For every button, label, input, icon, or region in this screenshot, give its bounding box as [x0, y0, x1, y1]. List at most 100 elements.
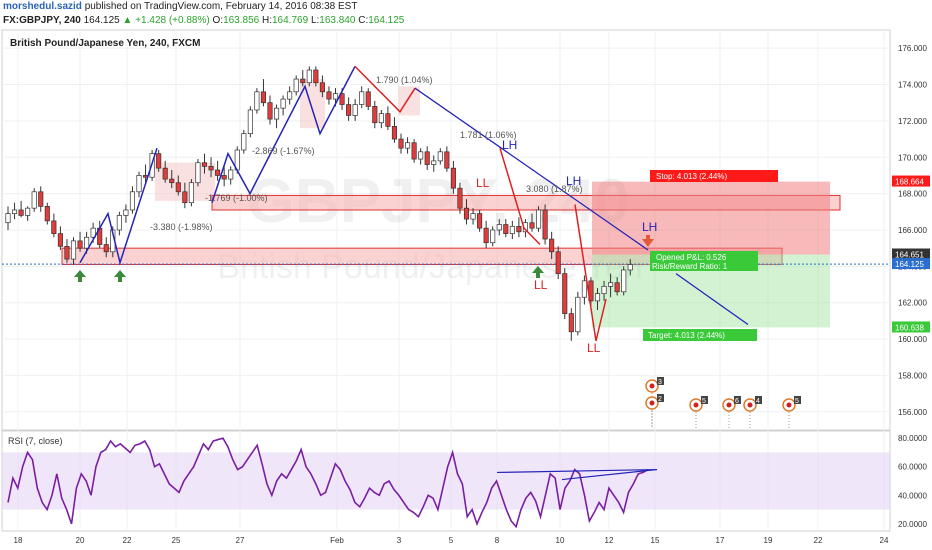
candle-down	[555, 251, 561, 274]
author-name[interactable]: morshedul.sazid	[3, 1, 82, 12]
candle-down	[221, 175, 227, 180]
swing-label: LH	[642, 220, 657, 234]
candle-down	[339, 93, 345, 105]
price-tag-bg	[892, 321, 930, 333]
candle-up	[575, 296, 581, 333]
price-change: ▲ +1.428 (+0.88%)	[122, 15, 210, 26]
time-tick: 22	[123, 536, 132, 545]
candle-up	[332, 93, 339, 100]
candle-down	[260, 91, 267, 104]
candle-down	[175, 182, 181, 193]
candle-down	[477, 213, 483, 229]
close-value: 164.125	[368, 15, 405, 26]
candle-up	[470, 213, 476, 220]
candle-up	[287, 91, 293, 100]
time-tick: 19	[764, 536, 773, 545]
candle-up	[535, 209, 542, 229]
candle-down	[483, 227, 489, 244]
candle-up	[621, 269, 627, 293]
candle-down	[385, 113, 391, 127]
price-tag: 164.125	[895, 260, 924, 269]
candle-down	[529, 222, 535, 229]
rsi-tick: 60.0000	[898, 463, 927, 472]
candle-down	[208, 166, 214, 171]
candle-down	[169, 178, 175, 184]
sell-arrow-icon	[642, 235, 654, 247]
candle-down	[44, 205, 50, 222]
ohlc-line: FX:GBPJPY, 240 164.125 ▲ +1.428 (+0.88%)…	[3, 14, 932, 28]
projection-line	[675, 273, 749, 326]
candle-down	[444, 151, 450, 169]
chart-header: morshedul.sazid published on TradingView…	[0, 0, 932, 30]
risk-reward-label: Risk/Reward Ratio: 1	[652, 262, 728, 271]
price-tag: 160.638	[895, 323, 924, 332]
candle-up	[431, 160, 437, 165]
candle-up	[247, 109, 253, 134]
symbol-label: FX:GBPJPY, 240	[3, 15, 81, 26]
publish-line: morshedul.sazid published on TradingView…	[3, 0, 932, 14]
open-value: 163.856	[223, 15, 260, 26]
time-tick: 12	[605, 536, 614, 545]
candle-down	[201, 162, 208, 167]
zigzag-blue-1	[79, 147, 158, 266]
trendline-down	[414, 87, 649, 251]
candle-up	[280, 98, 286, 109]
opened-pnl-label: Opened P&L: 0.526	[656, 253, 727, 262]
event-badge-dot	[649, 383, 655, 389]
candle-up	[195, 162, 201, 184]
price-tag: 168.664	[895, 178, 924, 187]
event-count-bg	[734, 396, 741, 404]
time-tick: 22	[814, 536, 823, 545]
time-tick: 5	[449, 536, 454, 545]
stop-label-bg	[650, 170, 778, 182]
price-tag: 164.651	[895, 251, 924, 260]
price-tick: 170.000	[898, 153, 927, 162]
candle-down	[549, 238, 555, 253]
open-label: O:	[212, 15, 224, 26]
candle-down	[156, 153, 162, 169]
rsi-band	[2, 452, 890, 510]
price-tick: 162.000	[898, 299, 927, 308]
swing-label: LH	[566, 174, 581, 188]
candle-down	[516, 225, 522, 233]
publish-info: published on TradingView.com, February 1…	[84, 1, 358, 12]
rsi-indicator	[2, 437, 890, 529]
event-badge-dot	[747, 402, 753, 408]
price-tick: 156.000	[898, 408, 927, 417]
stop-label: Stop: 4.013 (2.44%)	[656, 172, 727, 181]
candle-up	[594, 293, 601, 302]
candle-down	[346, 104, 352, 116]
pnl-label-bg	[650, 251, 758, 271]
event-badge-dot	[726, 402, 732, 408]
last-price: 164.125	[83, 15, 120, 26]
rsi-line	[7, 437, 649, 529]
swing-label: LL	[476, 176, 490, 190]
candle-up	[405, 142, 411, 149]
candle-up	[90, 227, 96, 238]
candle-down	[614, 282, 620, 293]
candle-up	[581, 280, 587, 298]
price-tag-bg	[892, 258, 930, 270]
time-tick: 3	[397, 536, 402, 545]
candle-down	[77, 240, 83, 249]
candle-up	[241, 133, 247, 151]
low-label: L:	[310, 15, 320, 26]
candle-up	[129, 191, 136, 211]
candle-down	[313, 69, 319, 84]
time-tick: 20	[76, 536, 85, 545]
event-count-bg	[657, 377, 664, 385]
candle-down	[463, 207, 470, 220]
candle-up	[293, 78, 299, 93]
swing-label: LH	[502, 138, 517, 152]
high-label: H:	[262, 15, 272, 26]
event-count-bg	[657, 394, 664, 402]
candle-up	[418, 151, 424, 160]
time-tick: 18	[14, 536, 23, 545]
drawings: 1.790 (1.04%) 1.781 (1.06%) 3.080 (1.87%) -…	[74, 65, 801, 428]
candle-up	[601, 285, 607, 294]
zigzag-red-3	[574, 204, 607, 342]
price-tag-bg	[892, 248, 930, 260]
candle-up	[136, 175, 142, 193]
rsi-divergence-line	[561, 468, 658, 481]
